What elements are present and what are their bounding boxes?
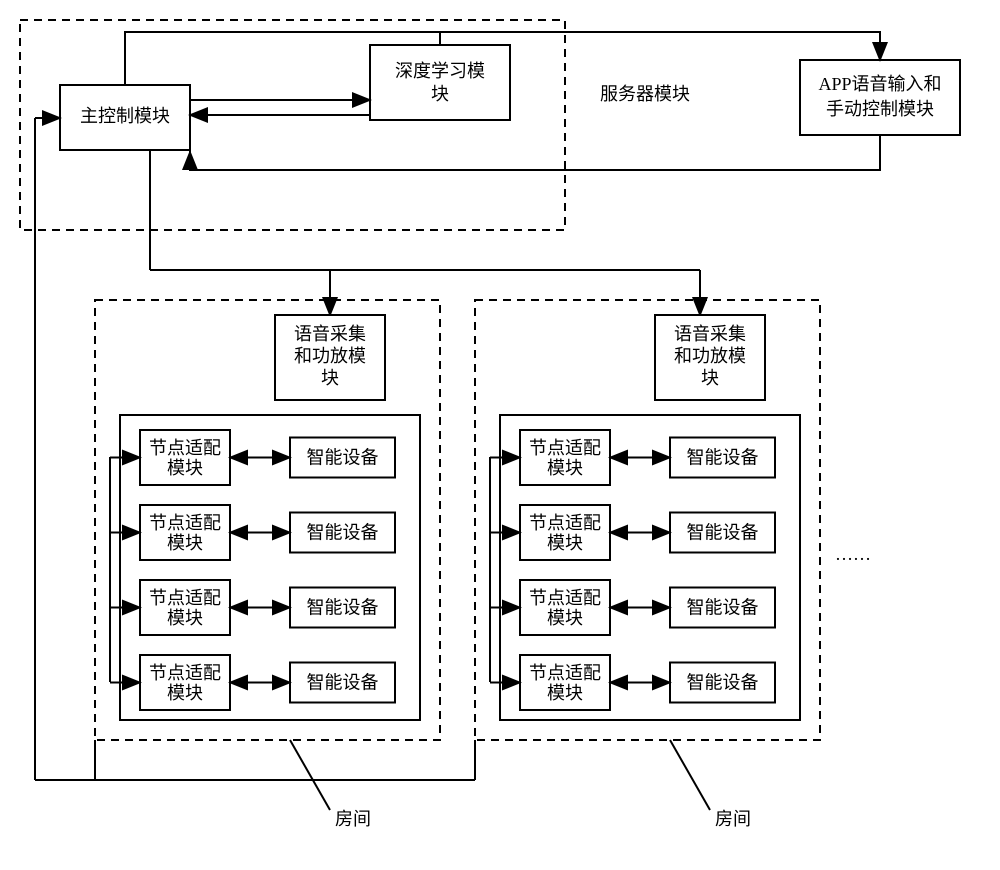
node-adapter-label: 模块: [547, 458, 583, 478]
smart-device-label: 智能设备: [687, 598, 759, 618]
room1-callout: [290, 740, 330, 810]
smart-device-label: 智能设备: [687, 448, 759, 468]
node-adapter-label: 节点适配: [529, 438, 601, 458]
edge-app-to-main: [190, 135, 880, 170]
app-voice-label-1: APP语音输入和: [818, 74, 941, 94]
voice1-l1: 语音采集: [294, 324, 366, 344]
node-adapter-label: 节点适配: [149, 438, 221, 458]
voice1-l3: 块: [321, 368, 339, 388]
smart-device-label: 智能设备: [307, 673, 379, 693]
server-module-label: 服务器模块: [600, 84, 690, 104]
node-adapter-label: 节点适配: [529, 588, 601, 608]
room1-label: 房间: [335, 809, 371, 829]
smart-device-label: 智能设备: [307, 448, 379, 468]
room2-callout: [670, 740, 710, 810]
node-adapter-label: 节点适配: [529, 513, 601, 533]
ellipsis: ……: [835, 544, 871, 564]
smart-device-label: 智能设备: [307, 523, 379, 543]
voice2-l1: 语音采集: [674, 324, 746, 344]
node-adapter-label: 节点适配: [149, 513, 221, 533]
node-adapter-label: 节点适配: [529, 663, 601, 683]
voice2-l2: 和功放模: [674, 346, 746, 366]
smart-device-label: 智能设备: [687, 523, 759, 543]
node-adapter-label: 模块: [547, 683, 583, 703]
app-voice-label-2: 手动控制模块: [826, 99, 934, 119]
node-adapter-label: 模块: [547, 608, 583, 628]
main-control-label: 主控制模块: [80, 106, 170, 126]
deep-learning-box: [370, 45, 510, 120]
node-adapter-label: 模块: [167, 458, 203, 478]
deep-learning-label-2: 块: [431, 84, 449, 104]
smart-device-label: 智能设备: [307, 598, 379, 618]
node-adapter-label: 模块: [167, 683, 203, 703]
voice2-l3: 块: [701, 368, 719, 388]
deep-learning-label-1: 深度学习模: [395, 61, 485, 81]
voice1-l2: 和功放模: [294, 346, 366, 366]
smart-device-label: 智能设备: [687, 673, 759, 693]
node-adapter-label: 模块: [167, 608, 203, 628]
node-adapter-label: 模块: [167, 533, 203, 553]
node-adapter-label: 模块: [547, 533, 583, 553]
node-adapter-label: 节点适配: [149, 588, 221, 608]
node-adapter-label: 节点适配: [149, 663, 221, 683]
app-voice-box: [800, 60, 960, 135]
room2-label: 房间: [715, 809, 751, 829]
